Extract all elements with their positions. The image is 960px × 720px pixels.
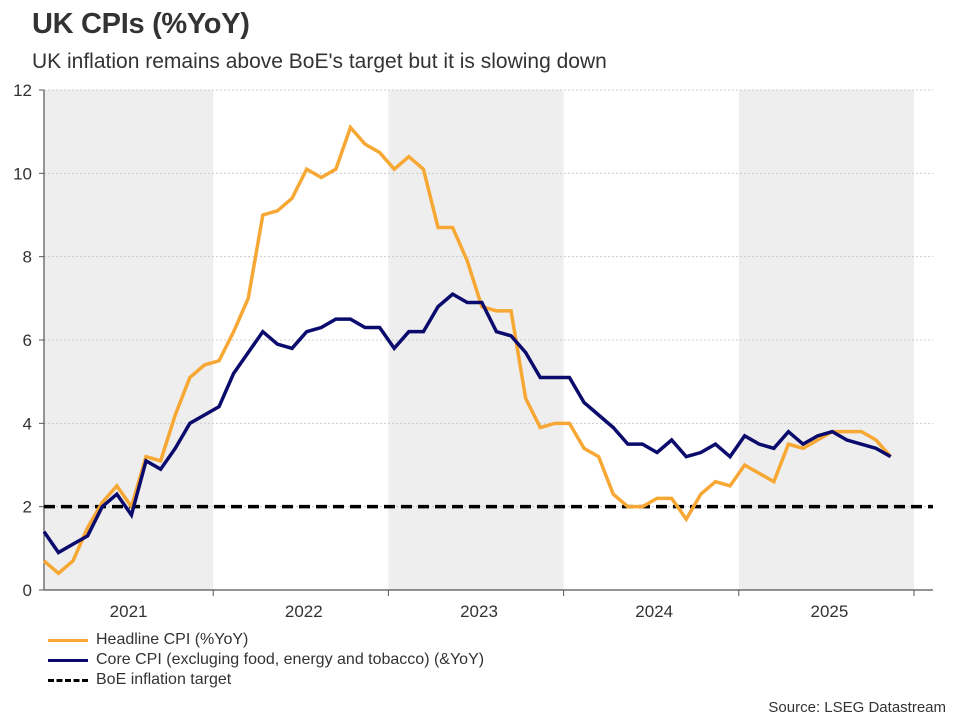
legend-item-headline: Headline CPI (%YoY) — [48, 630, 484, 650]
headline-cpi-line — [42, 124, 892, 576]
x-tick-label: 2025 — [810, 602, 848, 621]
legend: Headline CPI (%YoY) Core CPI (excluging … — [48, 630, 484, 690]
legend-label-headline: Headline CPI (%YoY) — [96, 631, 249, 648]
y-tick-label: 2 — [23, 498, 32, 517]
chart-title: UK CPIs (%YoY) — [32, 8, 250, 40]
y-tick-label: 10 — [13, 164, 32, 183]
y-tick-label: 6 — [23, 331, 32, 350]
y-tick-label: 4 — [23, 414, 32, 433]
x-tick-label: 2022 — [285, 602, 323, 621]
x-tick-label: 2023 — [460, 602, 498, 621]
x-tick-label: 2021 — [110, 602, 148, 621]
y-tick-label: 0 — [23, 581, 32, 600]
legend-swatch-target — [48, 678, 88, 682]
x-tick-label: 2024 — [635, 602, 673, 621]
legend-item-target: BoE inflation target — [48, 670, 484, 690]
y-tick-label: 12 — [13, 81, 32, 100]
source-note: Source: LSEG Datastream — [768, 699, 946, 716]
chart-subtitle: UK inflation remains above BoE's target … — [32, 50, 607, 73]
legend-label-core: Core CPI (excluging food, energy and tob… — [96, 651, 485, 668]
y-tick-label: 8 — [23, 248, 32, 267]
legend-item-core: Core CPI (excluging food, energy and tob… — [48, 650, 484, 670]
core-cpi-line — [42, 292, 892, 555]
legend-swatch-core — [48, 658, 88, 662]
legend-label-target: BoE inflation target — [96, 671, 232, 688]
legend-swatch-headline — [48, 638, 88, 642]
